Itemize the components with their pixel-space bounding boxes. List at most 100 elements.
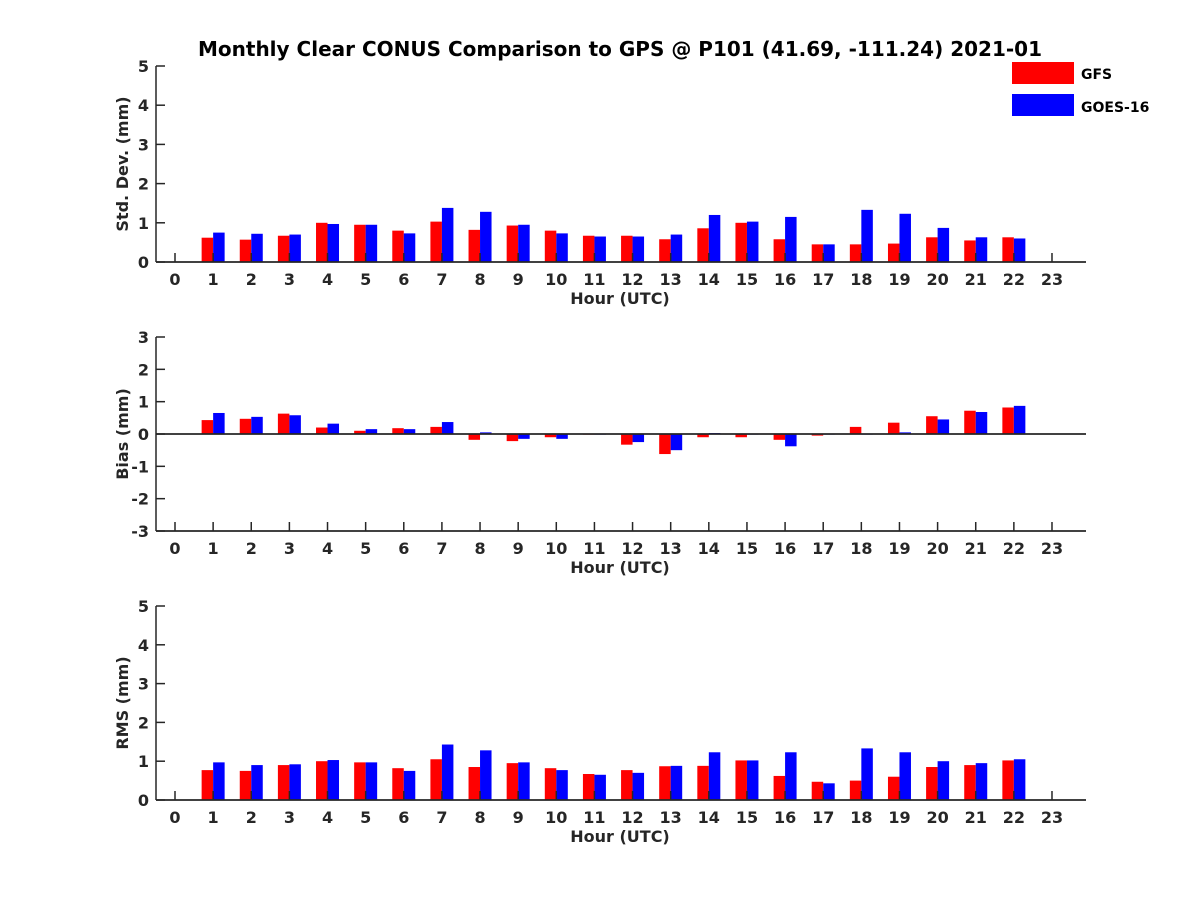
bar-gfs-hour-19 — [887, 243, 900, 262]
bar-goes16-hour-14 — [708, 214, 721, 262]
x-tick-label: 12 — [621, 808, 643, 827]
bar-gfs-hour-16 — [773, 239, 786, 262]
y-tick-label: -2 — [131, 490, 149, 509]
bar-gfs-hour-18 — [849, 244, 862, 262]
x-tick-label: 18 — [850, 539, 872, 558]
x-tick-label: 19 — [888, 539, 910, 558]
bar-gfs-hour-9 — [506, 434, 519, 442]
bar-gfs-hour-2 — [239, 770, 252, 800]
y-tick-label: 5 — [138, 57, 149, 76]
bar-gfs-hour-13 — [659, 766, 671, 800]
bar-goes16-hour-10 — [556, 233, 568, 262]
x-tick-label: 9 — [513, 808, 524, 827]
bar-goes16-hour-1 — [213, 232, 225, 262]
bar-goes16-hour-1 — [213, 412, 225, 434]
bar-gfs-hour-15 — [735, 434, 747, 438]
x-tick-label: 17 — [812, 270, 834, 289]
bar-goes16-hour-1 — [213, 762, 225, 800]
bar-goes16-hour-11 — [594, 774, 606, 800]
bar-gfs-hour-21 — [964, 240, 976, 262]
x-tick-label: 9 — [513, 270, 524, 289]
x-tick-label: 5 — [360, 270, 371, 289]
bar-goes16-hour-13 — [670, 234, 683, 262]
bar-goes16-hour-19 — [899, 752, 911, 800]
bar-gfs-hour-12 — [621, 434, 633, 445]
x-tick-label: 2 — [246, 539, 257, 558]
x-tick-label: 17 — [812, 539, 834, 558]
y-tick-label: -3 — [131, 522, 149, 541]
y-tick-label: 3 — [138, 135, 149, 154]
bar-gfs-hour-12 — [621, 235, 633, 262]
bar-goes16-hour-6 — [403, 429, 416, 434]
y-tick-label: 5 — [138, 597, 149, 616]
x-tick-label: 16 — [774, 808, 796, 827]
bar-gfs-hour-22 — [1002, 407, 1014, 434]
bar-gfs-hour-4 — [316, 222, 328, 262]
x-tick-label: 14 — [698, 539, 720, 558]
bar-gfs-hour-13 — [659, 239, 671, 262]
x-tick-label: 18 — [850, 270, 872, 289]
bar-goes16-hour-12 — [632, 772, 645, 800]
x-tick-label: 3 — [284, 808, 295, 827]
bar-gfs-hour-17 — [811, 781, 824, 800]
x-tick-label: 6 — [398, 539, 409, 558]
bar-goes16-hour-2 — [251, 765, 263, 800]
y-tick-label: 0 — [138, 253, 149, 272]
bar-goes16-hour-3 — [289, 234, 301, 262]
bar-goes16-hour-22 — [1013, 405, 1026, 434]
bar-gfs-hour-9 — [506, 225, 519, 262]
x-tick-label: 5 — [360, 808, 371, 827]
bar-gfs-hour-3 — [277, 235, 290, 262]
y-tick-label: 1 — [138, 214, 149, 233]
bar-gfs-hour-20 — [926, 767, 938, 800]
bar-gfs-hour-19 — [887, 422, 900, 434]
bar-goes16-hour-4 — [327, 760, 340, 800]
bar-goes16-hour-16 — [785, 434, 797, 447]
bar-gfs-hour-5 — [354, 430, 366, 434]
bar-goes16-hour-4 — [327, 423, 340, 434]
x-tick-label: 15 — [736, 270, 758, 289]
bar-gfs-hour-10 — [544, 768, 557, 800]
x-tick-label: 6 — [398, 270, 409, 289]
y-tick-label: 1 — [138, 752, 149, 771]
bar-gfs-hour-19 — [887, 776, 900, 800]
x-tick-label: 5 — [360, 539, 371, 558]
bar-goes16-hour-7 — [441, 207, 454, 262]
bar-gfs-hour-8 — [468, 434, 481, 440]
x-tick-label: 7 — [436, 270, 447, 289]
legend-label-gfs: GFS — [1081, 67, 1112, 83]
bar-gfs-hour-21 — [964, 765, 976, 800]
bar-goes16-hour-9 — [518, 434, 530, 439]
bar-gfs-hour-14 — [697, 434, 709, 438]
bar-goes16-hour-20 — [937, 761, 950, 800]
x-tick-label: 13 — [660, 270, 682, 289]
y-tick-label: 2 — [138, 360, 149, 379]
bar-goes16-hour-9 — [518, 224, 530, 262]
x-tick-label: 8 — [474, 539, 485, 558]
bar-gfs-hour-10 — [544, 230, 557, 262]
bar-gfs-hour-7 — [430, 759, 442, 800]
y-tick-label: 3 — [138, 675, 149, 694]
bar-gfs-hour-15 — [735, 222, 747, 262]
x-tick-label: 13 — [660, 808, 682, 827]
x-tick-label: 8 — [474, 808, 485, 827]
bar-gfs-hour-2 — [239, 239, 252, 262]
x-tick-label: 15 — [736, 808, 758, 827]
bar-goes16-hour-7 — [441, 422, 454, 434]
bar-gfs-hour-7 — [430, 426, 442, 434]
bar-goes16-hour-21 — [975, 763, 988, 800]
bar-goes16-hour-6 — [403, 233, 416, 262]
bar-gfs-hour-14 — [697, 765, 709, 800]
bar-goes16-hour-15 — [746, 221, 759, 262]
x-tick-label: 1 — [208, 808, 219, 827]
bar-gfs-hour-17 — [811, 244, 824, 262]
bar-gfs-hour-11 — [582, 774, 595, 800]
x-tick-label: 4 — [322, 808, 333, 827]
bar-gfs-hour-13 — [659, 434, 671, 455]
bar-gfs-hour-16 — [773, 434, 786, 440]
bar-goes16-hour-10 — [556, 434, 568, 439]
x-tick-label: 3 — [284, 539, 295, 558]
bar-gfs-hour-8 — [468, 229, 481, 262]
